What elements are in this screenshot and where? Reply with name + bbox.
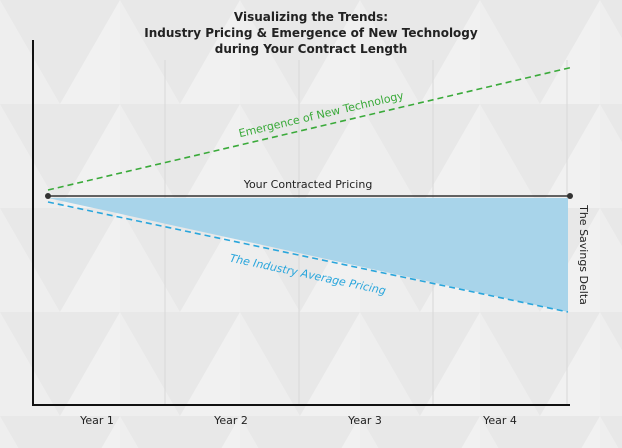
title-line: Visualizing the Trends: bbox=[234, 10, 388, 24]
savings-label: The Savings Delta bbox=[577, 204, 590, 305]
title-line: during Your Contract Length bbox=[215, 42, 408, 56]
start-dot bbox=[45, 193, 51, 199]
year-label: Year 4 bbox=[482, 414, 517, 427]
industry-line bbox=[47, 201, 569, 313]
end-dot bbox=[567, 193, 573, 199]
year-label: Year 2 bbox=[213, 414, 248, 427]
contracted-label: Your Contracted Pricing bbox=[243, 178, 373, 191]
title-line: Industry Pricing & Emergence of New Tech… bbox=[144, 26, 478, 40]
savings-area bbox=[48, 198, 568, 312]
year-label: Year 3 bbox=[347, 414, 382, 427]
year-label: Year 1 bbox=[79, 414, 114, 427]
